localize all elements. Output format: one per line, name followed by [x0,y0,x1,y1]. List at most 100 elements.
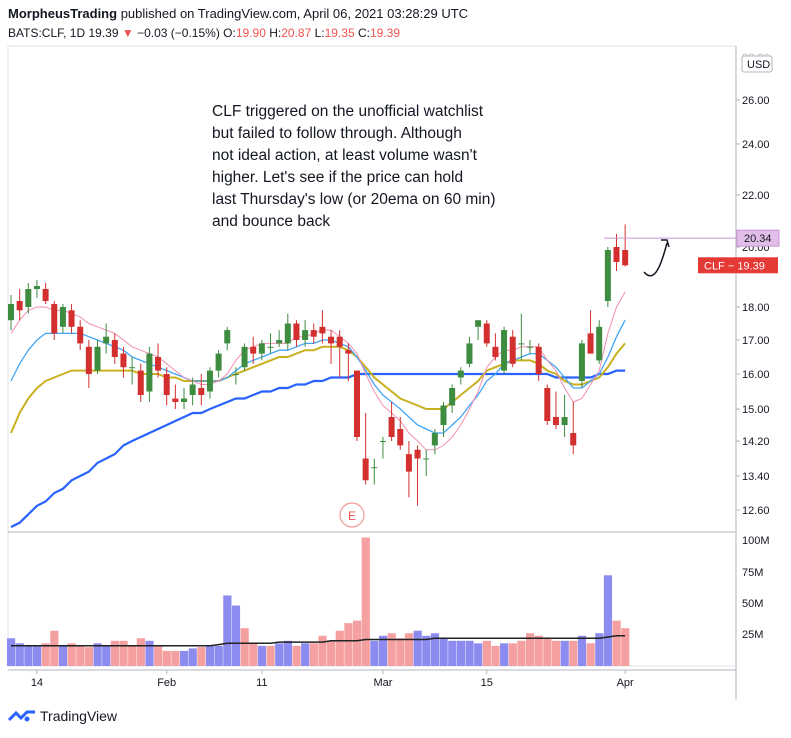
volume-bar [404,633,414,666]
volume-bar [231,605,241,666]
annotation: CLF triggered on the unofficial watchlis… [212,103,780,528]
time-tick-label: Mar [373,677,392,689]
volume-bar [162,650,171,666]
candle-body [276,340,283,344]
volume-bar [344,623,353,666]
candle-body [492,346,499,357]
candle-body [33,286,40,289]
axes: 28.00USD26.0024.0022.0020.0018.0017.0016… [31,52,773,689]
price-tick-label: 12.60 [742,505,770,517]
price-tick-label: 26.00 [742,95,770,107]
volume-bar [223,595,232,666]
candle-body [466,343,473,364]
time-tick-label: 15 [481,677,493,689]
candle-body [189,384,196,395]
candle-body [103,336,110,344]
volume-bar [413,630,422,666]
volume-bar [275,643,284,666]
candle-body [68,310,75,327]
annotation-line: not ideal action, at least volume wasn't [212,147,478,164]
candle-body [267,346,274,348]
volume-bar [7,638,16,666]
tradingview-icon [8,710,35,722]
candle-body [120,353,127,368]
candle-body [85,346,92,374]
price-tick-label: 16.00 [742,369,770,381]
candle-body [431,433,438,446]
ma-mid-line [10,319,626,434]
volume-bar [448,640,457,666]
volume-bar [214,645,223,666]
time-tick-label: 14 [31,677,43,689]
volume-bar [266,645,275,666]
candle-body [328,336,335,344]
tradingview-logo[interactable]: TradingView [8,708,117,724]
candle-body [345,350,352,354]
volume-bar [387,633,396,666]
candle-body [570,433,577,446]
candle-body [596,326,603,361]
volume-bar [301,643,310,666]
volume-bar [603,575,613,666]
candle-body [587,333,594,354]
candles [8,224,629,506]
volume-bar [439,638,448,666]
volume-bar [621,628,630,666]
annotation-line: but failed to follow through. Although [212,125,462,142]
volume-bar [292,645,301,666]
candle-body [129,367,136,369]
candle-body [215,353,222,371]
candle-body [414,449,421,459]
candle-body [293,323,300,340]
candle-body [172,398,179,402]
volume-bar [58,645,68,666]
bounce-arrow-icon [643,242,668,277]
symbol: BATS:CLF, 1D [8,26,86,40]
volume-bar [240,628,249,666]
candle-body [155,357,162,371]
volume-tick-label: 50M [742,598,763,610]
candle-body [137,370,144,395]
volume-bar [586,643,595,666]
candle-body [388,417,395,437]
candle-body [181,398,187,402]
volume-bar [526,633,535,666]
candle-body [440,405,447,425]
high-label: H: [269,26,282,40]
author[interactable]: MorpheusTrading [8,6,118,21]
volume-bar [335,630,344,666]
candle-body [518,343,525,345]
volume-bar [482,640,491,666]
candle-body [423,458,430,460]
brand-name: TradingView [40,708,118,724]
candle-body [8,304,14,321]
candle-body [302,330,309,340]
candle-body [483,323,490,344]
candle-body [310,330,317,337]
change-arrow-icon: ▼ [121,26,134,40]
price-tick-label: 15.00 [742,404,770,416]
volume-bar [517,640,526,666]
candle-body [397,429,404,446]
annotation-line: higher. Let's see if the price can hold [212,169,463,186]
annotation-line: last Thursday's low (or 20ema on 60 min) [212,191,496,208]
candle-body [51,304,58,334]
candle-body [354,370,360,437]
close-label: C: [357,26,370,40]
volume-bar [318,635,327,666]
volume-bar [128,645,137,666]
candle-body [258,343,265,354]
candle-body [578,343,585,381]
candle-body [405,454,412,472]
volume-bar [84,647,94,666]
volume-bar [378,635,388,666]
time-tick-label: Apr [617,677,634,689]
volume-bar [249,643,258,666]
low-value: 19.35 [324,26,355,40]
volume-bar [551,640,561,666]
volume-bar [188,648,197,666]
volume-ma-line [11,635,626,647]
candle-body [224,330,231,344]
candle-body [111,340,118,357]
